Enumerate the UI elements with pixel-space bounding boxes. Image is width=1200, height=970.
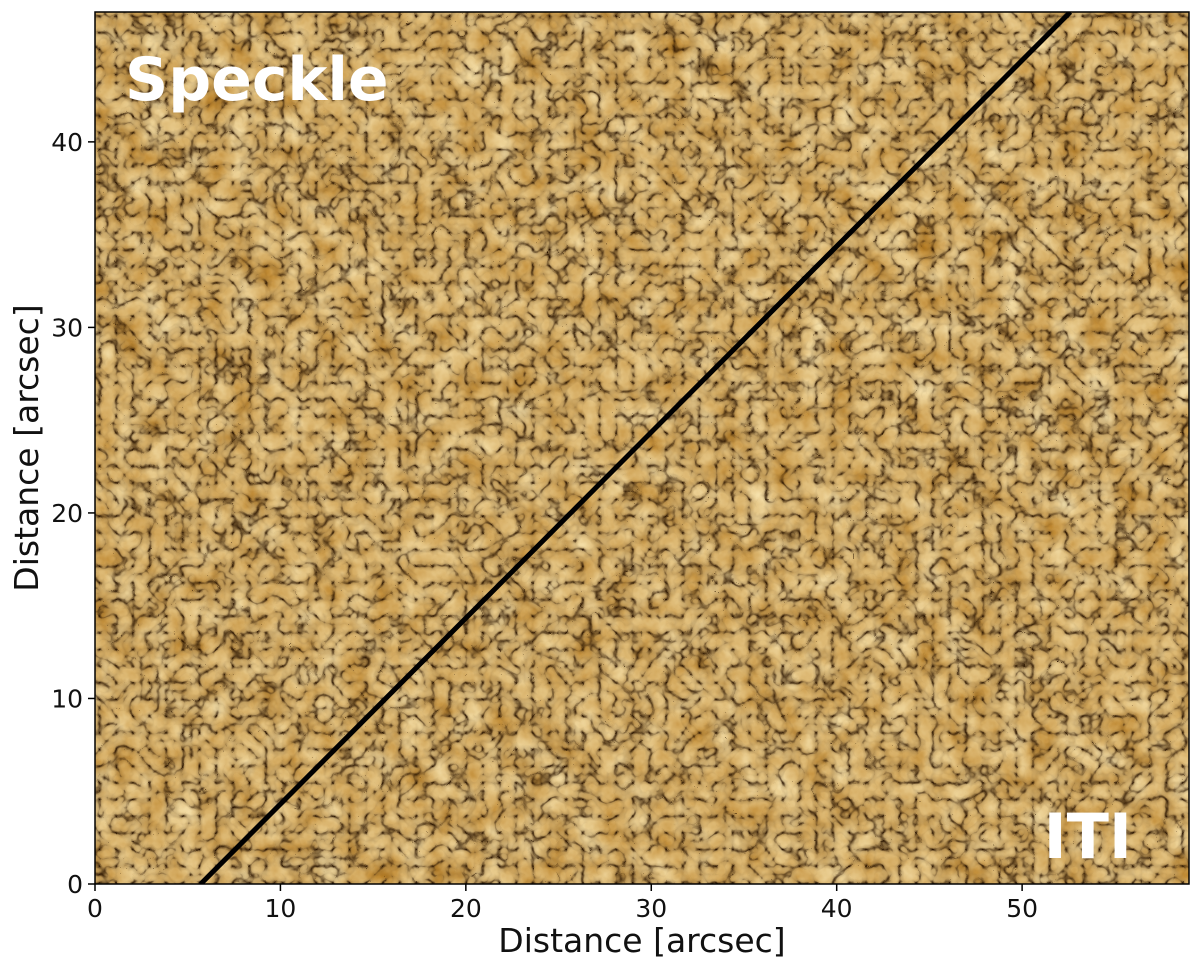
x-axis-label: Distance [arcsec]	[498, 921, 785, 960]
x-tick-label: 50	[1006, 894, 1038, 923]
granulation-texture	[95, 12, 1189, 884]
iti-label: ITI	[1044, 800, 1132, 873]
y-tick-label: 10	[51, 684, 83, 713]
speckle-label: Speckle	[125, 45, 389, 115]
y-tick-label: 40	[51, 128, 83, 157]
y-axis-ticks: 0 10 20 30 40	[51, 128, 95, 899]
plot-area	[94, 11, 1190, 885]
y-tick-label: 20	[51, 499, 83, 528]
divider-line	[198, 12, 1073, 884]
x-tick-label: 30	[635, 894, 667, 923]
x-tick-label: 0	[87, 894, 103, 923]
plot-frame	[94, 11, 1190, 885]
y-tick-label: 0	[67, 870, 83, 899]
x-tick-label: 20	[450, 894, 482, 923]
x-tick-label: 10	[265, 894, 297, 923]
x-axis-ticks: 0 10 20 30 40 50	[87, 884, 1038, 923]
y-axis-label: Distance [arcsec]	[7, 304, 46, 591]
x-tick-label: 40	[821, 894, 853, 923]
y-tick-label: 30	[51, 313, 83, 342]
